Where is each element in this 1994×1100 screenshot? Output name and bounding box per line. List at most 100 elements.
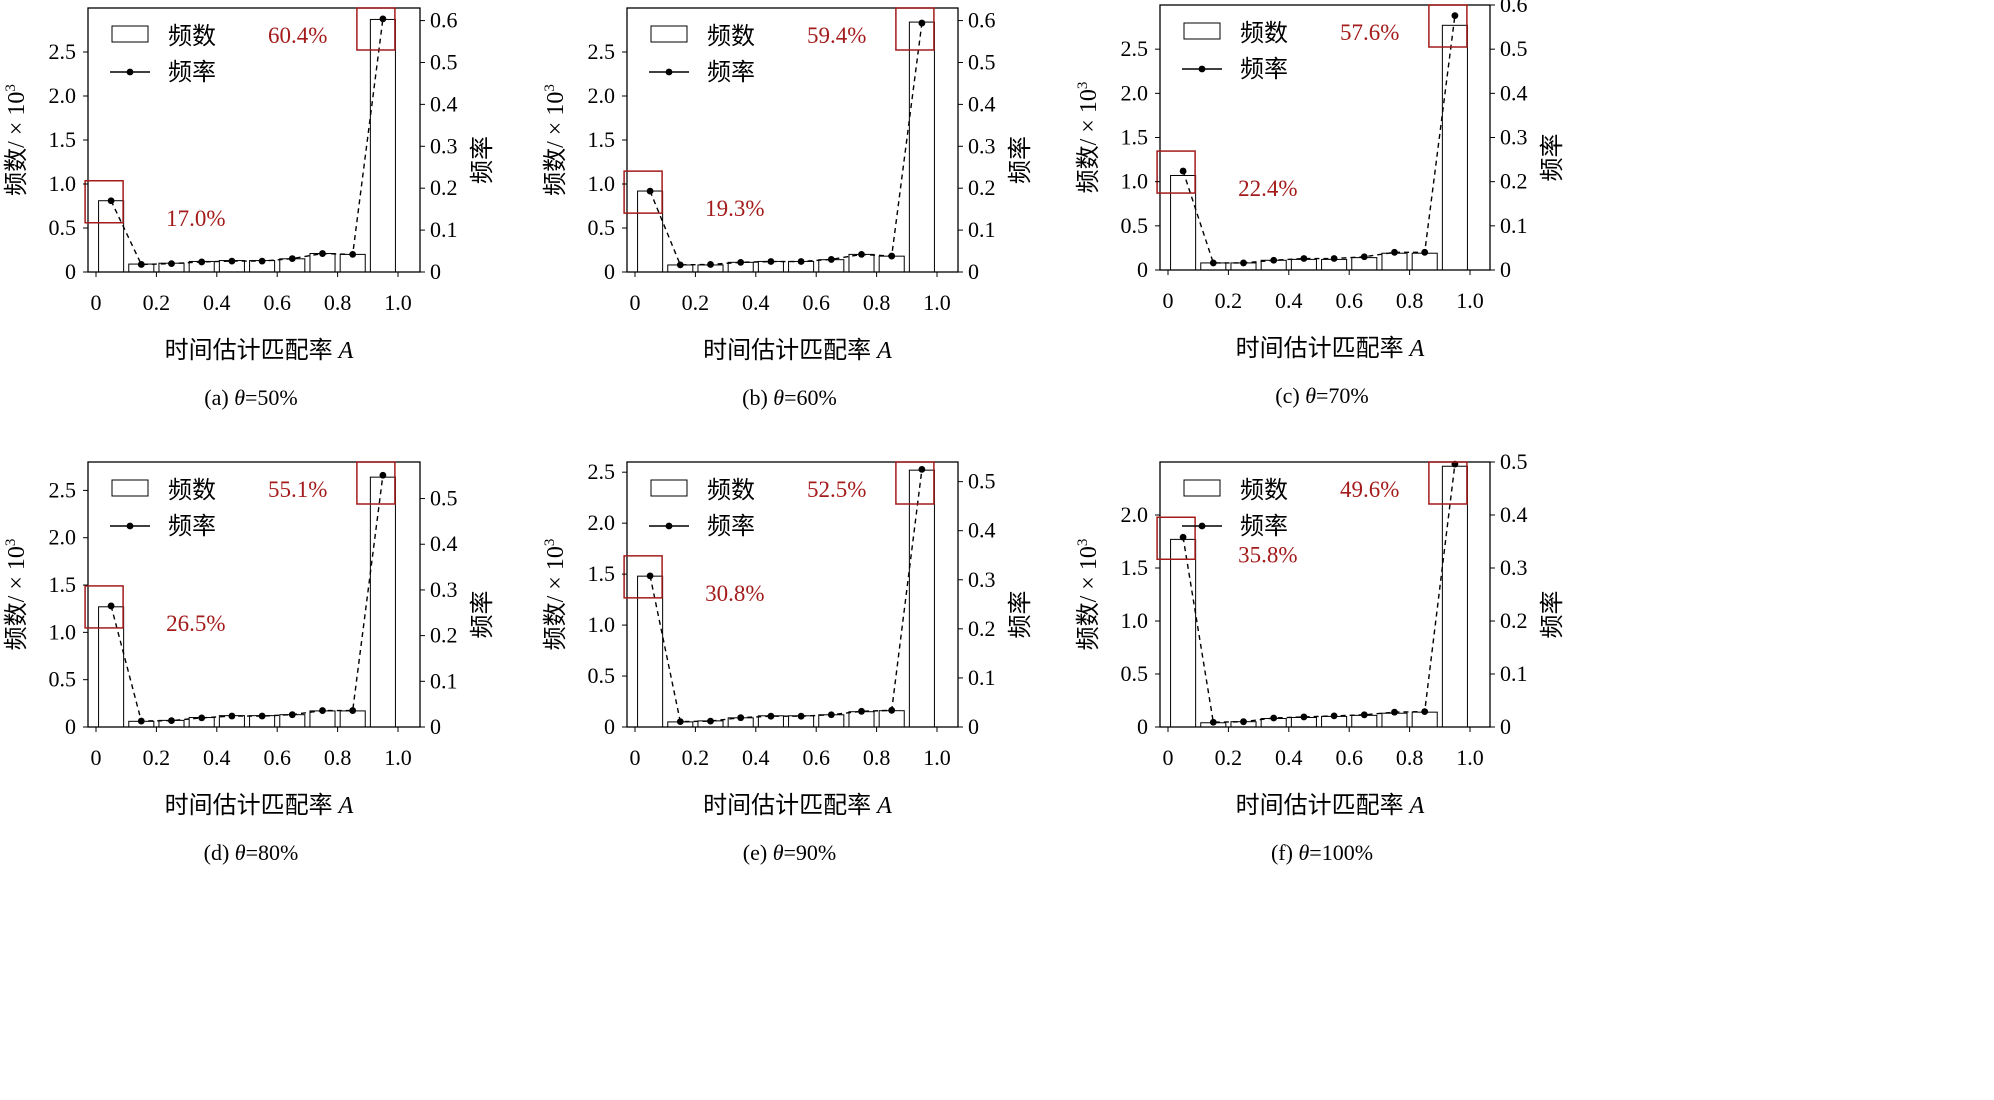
left-y-axis-label-main: 频数/ × 10 [1075, 89, 1102, 193]
caption-suffix: =90% [784, 840, 837, 865]
percentage-label: 30.8% [705, 581, 764, 606]
legend-bar-swatch [1183, 479, 1221, 497]
frequency-point [888, 706, 896, 714]
right-y-tick-label: 0.2 [1500, 608, 1528, 633]
plot-frame [1159, 4, 1491, 271]
panel-caption: (a) θ=50% [204, 385, 297, 410]
left-y-axis-label-exponent: 3 [542, 539, 558, 547]
frequency-point [228, 712, 236, 720]
caption-suffix: =100% [1309, 840, 1373, 865]
chart-panel-b: 19.3% 59.4% 0 0.5 1.0 1.5 2.0 2.5 0 0.1 0.2 0.3 0.4 0… [542, 7, 1034, 410]
right-y-tick-label: 0.2 [1500, 169, 1528, 194]
caption-prefix: (f) [1271, 840, 1298, 865]
frequency-point [707, 717, 714, 725]
right-y-tick-label: 0.2 [430, 175, 458, 200]
x-tick-label: 0.8 [1396, 745, 1424, 770]
left-y-tick-label: 1.0 [588, 612, 616, 637]
frequency-point [137, 261, 145, 268]
highlight-box [1156, 150, 1196, 194]
legend-point-swatch [1198, 65, 1206, 73]
frequency-point [1330, 255, 1338, 262]
chart-panel-a: 17.0% 60.4% 0 0.5 1.0 1.5 2.0 2.5 0 0.1 0.2 0.3 0.4 0… [3, 7, 496, 410]
count-bar [1381, 252, 1408, 271]
x-axis-label-main: 时间估计匹配率 [165, 792, 339, 819]
frequency-point [707, 261, 714, 268]
caption-theta: θ [1298, 840, 1309, 865]
left-y-axis-label: 频数/ × 103 [3, 539, 30, 651]
frequency-point [1240, 718, 1247, 726]
x-tick-label: 0.8 [863, 745, 891, 770]
right-y-tick-label: 0.2 [968, 175, 996, 200]
frequency-point [676, 718, 684, 726]
left-y-tick-label: 1.5 [1121, 555, 1149, 580]
right-y-tick-label: 0.4 [968, 518, 996, 543]
frequency-line [1182, 464, 1456, 723]
left-y-axis-label-exponent: 3 [3, 84, 19, 92]
x-axis-label-variable: A [1408, 336, 1425, 362]
caption-theta: θ [1305, 383, 1316, 408]
frequency-point [918, 19, 926, 27]
right-y-tick-label: 0 [430, 714, 441, 739]
right-y-axis-label: 频率 [1007, 136, 1034, 184]
left-y-tick-label: 2.0 [588, 510, 616, 535]
frequency-point [1270, 256, 1278, 264]
frequency-point [349, 251, 357, 258]
percentage-label: 57.6% [1340, 20, 1399, 45]
right-y-tick-label: 0 [968, 714, 979, 739]
count-bar [1170, 538, 1197, 728]
legend-bar-swatch [650, 479, 688, 497]
frequency-point [1179, 533, 1187, 541]
chart-panel-e: 30.8% 52.5% 0 0.5 1.0 1.5 2.0 2.5 0 0.1 0.2 0.3 0.4 0… [542, 459, 1034, 865]
frequency-point [827, 711, 835, 719]
left-y-axis-label-main: 频数/ × 10 [3, 92, 30, 196]
x-tick-label: 1.0 [384, 290, 412, 315]
caption-theta: θ [235, 840, 246, 865]
percentage-label: 19.3% [705, 196, 764, 221]
percentage-label: 49.6% [1340, 477, 1399, 502]
left-y-axis-label-exponent: 3 [1075, 539, 1091, 547]
left-y-tick-label: 2.0 [1121, 80, 1149, 105]
x-tick-label: 1.0 [384, 745, 412, 770]
x-tick-label: 0.6 [802, 745, 830, 770]
legend-freq-label: 频率 [707, 59, 755, 86]
chart-panel-d: 26.5% 55.1% 0 0.5 1.0 1.5 2.0 2.5 0 0.1 0.2 0.3 0.4 0… [3, 461, 496, 865]
x-tick-label: 1.0 [923, 745, 951, 770]
x-tick-label: 1.0 [1456, 745, 1484, 770]
left-y-axis-label: 频数/ × 103 [1075, 539, 1102, 651]
frequency-point [1421, 708, 1429, 716]
frequency-point [1391, 708, 1398, 716]
x-tick-label: 0.4 [742, 745, 770, 770]
percentage-label: 26.5% [166, 611, 225, 636]
panel-caption: (e) θ=90% [743, 840, 836, 865]
right-y-tick-label: 0.5 [1500, 449, 1528, 474]
frequency-point [107, 602, 115, 610]
frequency-point [827, 256, 835, 263]
x-axis-label: 时间估计匹配率 A [703, 792, 892, 819]
frequency-line [649, 22, 923, 266]
x-tick-label: 0.2 [143, 290, 171, 315]
x-tick-label: 0.6 [263, 745, 291, 770]
highlight-box [895, 7, 935, 51]
x-tick-label: 0.2 [1215, 745, 1243, 770]
frequency-point [168, 717, 175, 725]
highlight-box [356, 461, 396, 505]
x-tick-label: 0.4 [1275, 745, 1303, 770]
frequency-point [379, 15, 387, 23]
panel-caption: (b) θ=60% [742, 385, 837, 410]
percentage-label: 59.4% [807, 23, 866, 48]
percentage-label: 60.4% [268, 23, 327, 48]
frequency-point [797, 258, 805, 265]
legend-count-label: 频数 [1240, 20, 1288, 47]
frequency-point [1360, 711, 1368, 719]
left-y-axis-label-exponent: 3 [1075, 82, 1091, 90]
panel-caption: (d) θ=80% [204, 840, 299, 865]
legend-point-swatch [665, 522, 673, 530]
left-y-tick-label: 1.0 [588, 171, 616, 196]
caption-prefix: (b) [742, 385, 773, 410]
right-y-axis-label: 频率 [1007, 591, 1034, 639]
right-y-tick-label: 0.4 [1500, 502, 1528, 527]
frequency-point [1209, 718, 1217, 726]
legend-point-swatch [665, 68, 673, 76]
frequency-point [676, 261, 684, 269]
highlight-box [1428, 461, 1468, 505]
